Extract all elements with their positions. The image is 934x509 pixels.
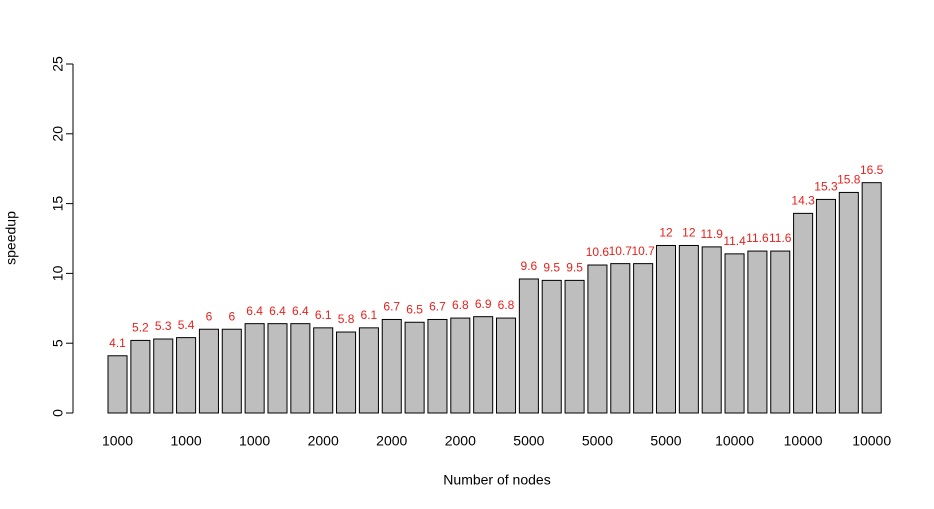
x-tick-label: 2000 (308, 433, 339, 449)
value-label: 6.9 (475, 297, 492, 311)
x-tick-label: 5000 (582, 433, 613, 449)
x-tick-label: 10000 (784, 433, 823, 449)
y-tick-label: 25 (50, 56, 66, 72)
bar (244, 323, 265, 414)
value-label: 6.4 (292, 304, 309, 318)
x-tick-label: 1000 (102, 433, 133, 449)
x-tick-label: 2000 (376, 433, 407, 449)
value-label: 5.3 (155, 319, 172, 333)
bar (107, 355, 128, 414)
value-label: 9.5 (566, 261, 583, 275)
bar (815, 198, 836, 414)
value-label: 5.8 (338, 312, 355, 326)
value-label: 9.6 (521, 259, 538, 273)
value-label: 6.1 (315, 308, 332, 322)
value-label: 4.1 (109, 336, 126, 350)
bar (290, 323, 311, 414)
value-label: 15.3 (814, 180, 838, 194)
value-label: 15.8 (837, 173, 861, 187)
value-label: 6.4 (246, 304, 263, 318)
bar (496, 317, 517, 414)
value-label: 5.4 (178, 318, 195, 332)
bar (770, 250, 791, 414)
x-axis-label: Number of nodes (443, 472, 550, 488)
x-tick-label: 5000 (513, 433, 544, 449)
value-label: 10.6 (586, 245, 610, 259)
bar (427, 318, 448, 414)
bar (313, 327, 334, 414)
x-tick-label: 10000 (852, 433, 891, 449)
bar (153, 338, 174, 414)
y-tick-label: 20 (50, 126, 66, 142)
value-label: 14.3 (791, 194, 815, 208)
y-tick-label: 0 (50, 409, 66, 417)
y-tick-label: 10 (50, 265, 66, 281)
bar (130, 339, 151, 414)
y-tick-label: 15 (50, 196, 66, 212)
x-tick-label: 10000 (715, 433, 754, 449)
bar (404, 321, 425, 414)
bar (381, 318, 402, 414)
value-label: 6.4 (269, 304, 286, 318)
bar (724, 253, 745, 414)
bar (198, 328, 219, 414)
value-label: 9.5 (543, 261, 560, 275)
value-label: 6.7 (429, 300, 446, 314)
value-label: 6 (228, 309, 235, 323)
bar (358, 327, 379, 414)
value-label: 12 (659, 226, 673, 240)
bar (610, 263, 631, 414)
bar (861, 182, 882, 414)
x-tick-label: 1000 (171, 433, 202, 449)
value-label: 16.5 (860, 163, 884, 177)
value-label: 11.9 (700, 227, 723, 241)
y-axis-label: speedup (3, 211, 19, 265)
bar (655, 244, 677, 414)
value-label: 6 (206, 309, 213, 323)
bar (176, 337, 197, 414)
value-label: 12 (682, 226, 696, 240)
bar (473, 316, 494, 414)
bar (678, 244, 699, 414)
value-label: 6.8 (452, 298, 469, 312)
bar (633, 263, 654, 414)
y-tick-label: 5 (50, 339, 66, 347)
value-label: 10.7 (609, 244, 633, 258)
bar (564, 279, 585, 414)
bar (450, 317, 471, 414)
bar (701, 246, 722, 414)
value-label: 6.5 (406, 302, 423, 316)
value-label: 11.6 (769, 231, 792, 245)
value-label: 6.7 (383, 300, 400, 314)
x-tick-label: 2000 (445, 433, 476, 449)
value-label: 11.6 (746, 231, 769, 245)
value-label: 6.8 (498, 298, 515, 312)
value-label: 5.2 (132, 321, 149, 335)
x-tick-label: 1000 (239, 433, 270, 449)
value-label: 11.4 (723, 234, 746, 248)
value-label: 10.7 (631, 244, 655, 258)
bar (587, 264, 608, 414)
bar (541, 279, 562, 414)
bar (267, 323, 288, 414)
bar (221, 328, 242, 414)
value-label: 6.1 (361, 308, 378, 322)
bar (747, 250, 768, 414)
bar (518, 278, 539, 414)
x-tick-label: 5000 (650, 433, 681, 449)
bar (838, 191, 859, 414)
bar (336, 331, 357, 414)
bar (793, 212, 814, 414)
